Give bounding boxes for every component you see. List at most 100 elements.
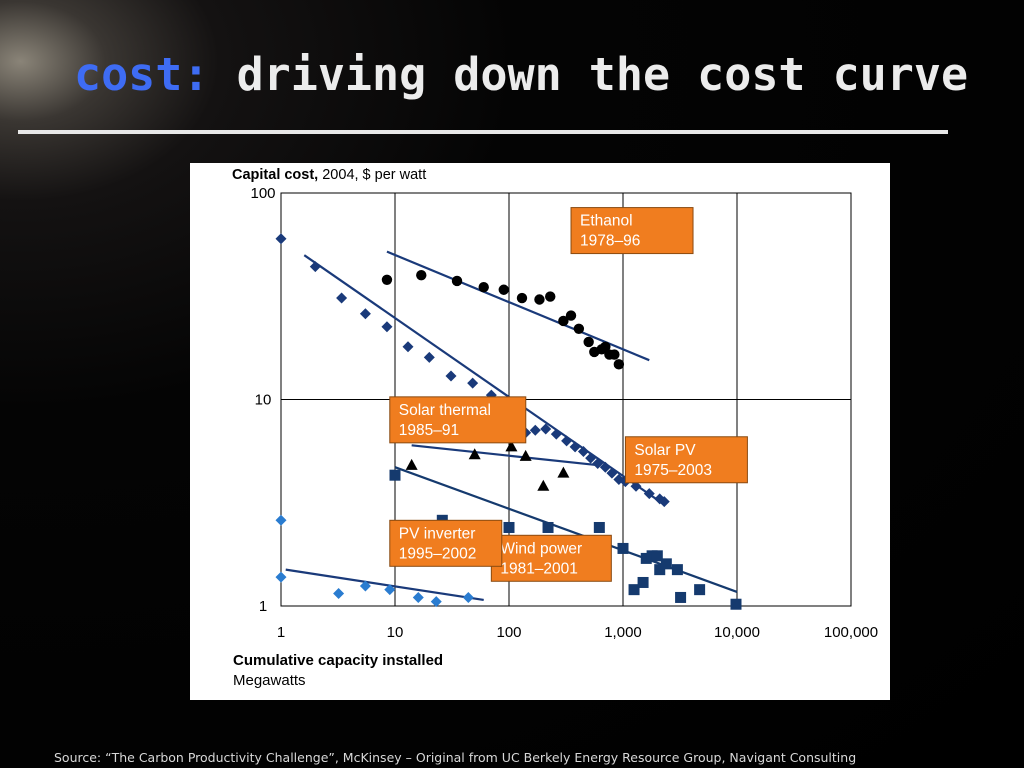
ethanol-point	[516, 292, 528, 304]
title-divider	[18, 130, 948, 134]
ethanol-trend-line	[386, 250, 650, 362]
chart-panel: 1 10 100 1,000 10,000 100,000 1 10 100 Capital co…	[190, 163, 890, 700]
wind-power-point	[637, 576, 649, 588]
solar-thermal-point	[405, 458, 418, 470]
ethanol-label-text: Ethanol	[580, 213, 633, 230]
wind-power-point	[694, 584, 706, 596]
ethanol-point	[613, 359, 625, 370]
ethanol-point	[558, 315, 569, 327]
pv-inverter-point	[462, 591, 474, 603]
solar-thermal-trend-line	[411, 444, 600, 467]
wind-power-point	[730, 598, 742, 610]
solar-pv-point	[336, 292, 348, 304]
solar-thermal-point	[519, 449, 532, 461]
ethanol-point	[478, 281, 489, 293]
slide-title: cost: driving down the cost curve	[74, 48, 968, 101]
x-tick-label: 1,000	[604, 624, 642, 641]
pv-inverter-point	[430, 596, 442, 608]
solar-pv-point	[630, 480, 642, 492]
solar-thermal-label-box	[389, 396, 527, 444]
ethanol-point	[573, 323, 585, 334]
title-text: driving down the cost curve	[236, 48, 969, 101]
wind-power-point	[503, 521, 515, 533]
solar-pv-point	[529, 424, 541, 436]
solar-pv-point	[381, 321, 393, 333]
pv-inverter-label-text: PV inverter	[399, 525, 476, 542]
pv-inverter-point	[275, 571, 287, 583]
wind-power-point	[628, 584, 640, 596]
pv-inverter-point	[275, 514, 287, 526]
solar-pv-point	[606, 467, 618, 479]
solar-pv-point	[654, 493, 666, 505]
pv-inverter-label-box	[389, 519, 503, 567]
title-keyword: cost:	[74, 48, 210, 101]
wind-power-point	[671, 564, 683, 576]
x-axis-unit: Megawatts	[233, 672, 306, 689]
solar-pv-point	[585, 452, 597, 464]
ethanol-point	[609, 349, 620, 360]
solar-pv-point	[309, 261, 321, 273]
wind-power-point	[640, 552, 652, 564]
solar-pv-point	[445, 370, 457, 382]
y-axis-title: Capital cost, 2004, $ per watt	[232, 167, 426, 183]
ethanol-label-box	[570, 207, 694, 255]
solar-pv-point	[402, 341, 414, 353]
solar-thermal-label-text: Solar thermal	[399, 402, 491, 419]
solar-pv-point	[467, 377, 479, 389]
wind-power-point	[389, 469, 401, 481]
solar-pv-point	[423, 351, 435, 363]
solar-thermal-point	[505, 440, 518, 452]
solar-pv-point	[569, 441, 581, 453]
x-tick-label: 100,000	[824, 624, 878, 641]
solar-thermal-label-text: 1985–91	[399, 422, 459, 439]
solar-pv-point	[658, 496, 670, 508]
ethanol-point	[381, 274, 393, 285]
x-tick-label: 10,000	[714, 624, 760, 641]
solar-pv-point	[643, 488, 655, 500]
solar-pv-point	[561, 435, 573, 447]
ethanol-point	[534, 294, 545, 305]
solar-thermal-point	[557, 466, 570, 478]
ethanol-point	[451, 275, 463, 287]
pv-inverter-point	[384, 584, 396, 596]
pv-inverter-point	[412, 591, 424, 603]
wind-power-label-text: 1981–2001	[500, 560, 578, 577]
x-tick-label: 100	[496, 624, 521, 641]
pv-inverter-point	[333, 587, 345, 599]
solar-pv-point	[540, 423, 552, 435]
cost-curve-chart: 1 10 100 1,000 10,000 100,000 1 10 100 Capital co…	[232, 167, 878, 689]
x-tick-label: 1	[277, 624, 285, 641]
solar-pv-label-text: 1975–2003	[634, 462, 712, 479]
y-tick-label: 1	[259, 598, 267, 615]
solar-pv-point	[592, 457, 604, 469]
source-note: Source: “The Carbon Productivity Challen…	[54, 750, 857, 765]
ethanol-point	[565, 310, 577, 321]
solar-pv-label-box	[624, 436, 748, 484]
solar-pv-point	[359, 308, 371, 320]
wind-power-point	[660, 558, 672, 570]
wind-power-point	[617, 542, 629, 554]
y-tick-label: 100	[250, 185, 275, 202]
solar-pv-point	[599, 461, 611, 473]
wind-power-label-box	[490, 534, 612, 582]
solar-pv-label-text: Solar PV	[634, 442, 696, 459]
ethanol-point	[416, 269, 427, 281]
wind-power-point	[542, 521, 554, 533]
ethanol-point	[600, 341, 611, 352]
solar-pv-point	[577, 445, 589, 457]
wind-power-point	[651, 550, 663, 562]
wind-power-point	[593, 521, 605, 533]
ethanol-point	[498, 284, 509, 295]
pv-inverter-label-text: 1995–2002	[399, 545, 477, 562]
pv-inverter-point	[359, 580, 371, 592]
pv-inverter-trend-line	[285, 568, 484, 602]
solar-pv-point	[550, 428, 562, 440]
solar-pv-point	[275, 233, 287, 245]
ethanol-label-text: 1978–96	[580, 233, 640, 250]
ethanol-point	[545, 291, 556, 302]
wind-power-point	[675, 591, 687, 603]
y-tick-label: 10	[255, 392, 272, 409]
x-axis-title: Cumulative capacity installed	[233, 652, 443, 669]
ethanol-point	[583, 336, 594, 348]
x-tick-label: 10	[387, 624, 404, 641]
